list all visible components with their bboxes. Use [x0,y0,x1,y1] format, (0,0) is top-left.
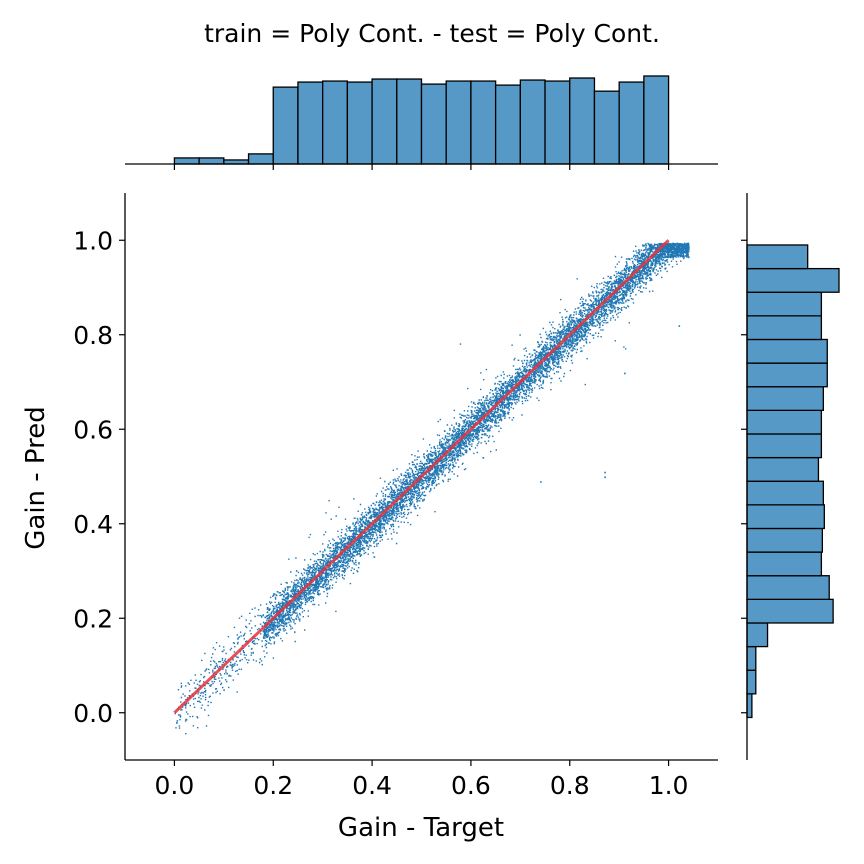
x-hist-bar [346,81,373,165]
axes: 0.0 0.2 0.4 0.6 0.8 1.0 0.0 0.2 0.4 0.6 0.8 1.0 [73,193,718,800]
y-hist-bar [746,480,824,506]
x-hist-bar [322,80,349,165]
chart-title: train = Poly Cont. - test = Poly Cont. [204,19,660,48]
y-tick-label: 0.2 [73,604,113,633]
x-hist-bar [272,86,299,165]
x-tick-label: 0.6 [451,771,491,800]
y-hist-bar [746,693,753,719]
y-hist-bar [746,575,830,600]
y-hist-bar [746,645,757,671]
y-hist-bar [746,409,823,435]
y-tick-label: 1.0 [73,226,113,255]
x-tick-label: 0.0 [155,771,195,800]
x-hist-bar [494,84,521,165]
x-hist-bar [519,79,546,165]
y-hist-bar [746,456,820,482]
y-hist-bar [746,551,823,577]
x-tick-label: 1.0 [649,771,689,800]
y-tick-label: 0.8 [73,321,113,350]
y-marginal-histogram [741,193,840,760]
x-hist-bar [445,80,472,165]
scatter-point-cloud [174,242,690,735]
y-hist-bar [746,315,823,341]
y-tick-label: 0.6 [73,415,113,444]
y-axis-label: Gain - Pred [21,406,51,550]
y-hist-bar [746,504,825,530]
y-hist-bar [746,527,824,553]
y-hist-bar [746,291,823,317]
y-tick-label: 0.4 [73,510,113,539]
y-tick-label: 0.0 [73,699,113,728]
x-hist-bar [618,81,645,165]
x-hist-bar [593,90,620,165]
x-hist-bar [420,83,447,165]
y-hist-bar [746,338,828,364]
y-hist-bar [746,386,824,412]
y-hist-bar [746,267,840,293]
x-hist-bar [198,157,225,165]
reference-line [173,239,670,714]
x-tick-label: 0.2 [253,771,293,800]
x-hist-bar [569,77,596,165]
y-hist-bar [746,622,769,648]
x-hist-bar [173,157,200,165]
y-hist-bar [746,244,809,270]
x-marginal-histogram [125,75,718,170]
x-axis-label: Gain - Target [338,813,504,843]
scatter-plot-area [173,239,690,735]
y-hist-bar [746,598,834,624]
x-hist-bar [544,80,571,165]
x-hist-bar [297,81,324,165]
x-tick-label: 0.8 [550,771,590,800]
x-hist-bar [396,78,423,165]
y-hist-bar [746,669,757,695]
y-hist-bar [746,362,828,388]
x-tick-label: 0.4 [352,771,392,800]
x-hist-bar [470,80,497,165]
x-hist-bar [643,75,670,165]
scatter-points [174,242,690,735]
x-hist-bar [247,153,274,165]
y-hist-bar [746,433,823,459]
x-hist-bar [371,78,398,165]
